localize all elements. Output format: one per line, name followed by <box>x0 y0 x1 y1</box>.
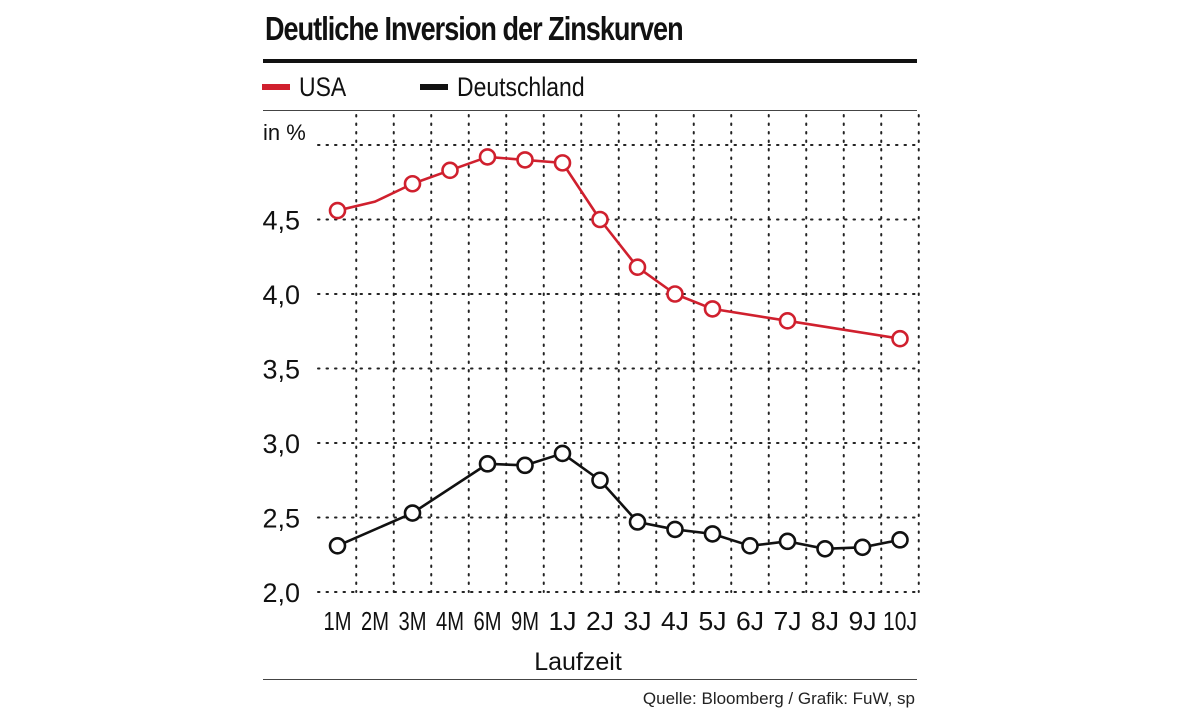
y-tick-label: 2,5 <box>262 504 300 534</box>
series-layer <box>328 148 909 558</box>
x-tick-label: 4M <box>436 606 464 636</box>
legend-item-usa: USA <box>262 72 355 102</box>
data-point-deutschland <box>628 513 647 531</box>
x-tick-label: 1J <box>549 606 577 636</box>
data-point-deutschland <box>741 537 759 555</box>
y-axis: 2,0 2,5 3,0 3,5 4,0 4,5 <box>262 206 300 609</box>
x-tick-label: 6J <box>736 606 764 636</box>
grid <box>317 114 920 593</box>
data-point-deutschland <box>853 538 872 557</box>
x-tick-label: 2M <box>361 606 389 636</box>
x-tick-label: 7J <box>774 606 802 636</box>
data-point-deutschland <box>666 520 684 539</box>
data-point-usa <box>891 329 909 348</box>
data-point-deutschland <box>516 456 534 475</box>
x-tick-label: 8J <box>811 606 839 636</box>
data-point-usa <box>628 258 647 276</box>
legend-rule <box>263 110 917 111</box>
data-point-deutschland <box>591 471 609 490</box>
legend-label-usa: USA <box>299 71 347 102</box>
y-axis-label: in % <box>263 120 306 145</box>
chart-title: Deutliche Inversion der Zinskurven <box>265 10 684 47</box>
data-point-usa <box>478 148 497 166</box>
title-rule <box>263 59 917 63</box>
y-tick-label: 2,0 <box>262 578 300 608</box>
legend-swatch-usa <box>262 84 290 90</box>
x-axis: 1M 2M 3M 4M 6M 9M 1J 2J 3J 4J 5J 6J 7J 8J 9J 10J <box>324 606 918 636</box>
x-tick-label: 9J <box>849 606 877 636</box>
data-point-usa <box>553 154 572 172</box>
footer-rule <box>263 679 917 680</box>
y-tick-label: 4,0 <box>262 280 300 310</box>
legend-swatch-deutschland <box>420 84 448 90</box>
legend-label-deutschland: Deutschland <box>457 71 585 102</box>
x-tick-label: 1M <box>324 606 352 636</box>
data-point-deutschland <box>816 539 834 558</box>
x-tick-label: 3M <box>399 606 427 636</box>
y-tick-label: 4,5 <box>262 206 300 236</box>
series-line-deutschland <box>336 452 901 551</box>
x-tick-label: 5J <box>699 606 727 636</box>
x-tick-label: 9M <box>511 606 539 636</box>
data-point-deutschland <box>328 537 347 555</box>
data-point-usa <box>666 285 684 303</box>
x-tick-label: 10J <box>883 606 917 636</box>
data-point-deutschland <box>553 444 572 463</box>
source-note: Quelle: Bloomberg / Grafik: FuW, sp <box>642 689 915 708</box>
y-tick-label: 3,5 <box>262 355 300 385</box>
data-point-deutschland <box>703 525 722 543</box>
x-tick-label: 3J <box>624 606 652 636</box>
data-point-deutschland <box>891 531 909 549</box>
data-point-usa <box>403 174 422 193</box>
y-tick-label: 3,0 <box>262 429 300 459</box>
legend-item-deutschland: Deutschland <box>420 72 607 102</box>
data-point-usa <box>441 161 459 180</box>
x-tick-label: 2J <box>586 606 614 636</box>
data-point-usa <box>591 210 609 229</box>
data-point-usa <box>516 151 534 169</box>
data-point-deutschland <box>778 532 797 551</box>
x-tick-label: 6M <box>474 606 502 636</box>
x-axis-label: Laufzeit <box>534 648 622 676</box>
data-point-usa <box>328 201 347 220</box>
data-point-usa <box>778 312 797 330</box>
data-point-deutschland <box>403 504 422 522</box>
data-point-deutschland <box>478 455 497 473</box>
x-tick-label: 4J <box>661 606 689 636</box>
data-point-usa <box>703 300 722 318</box>
